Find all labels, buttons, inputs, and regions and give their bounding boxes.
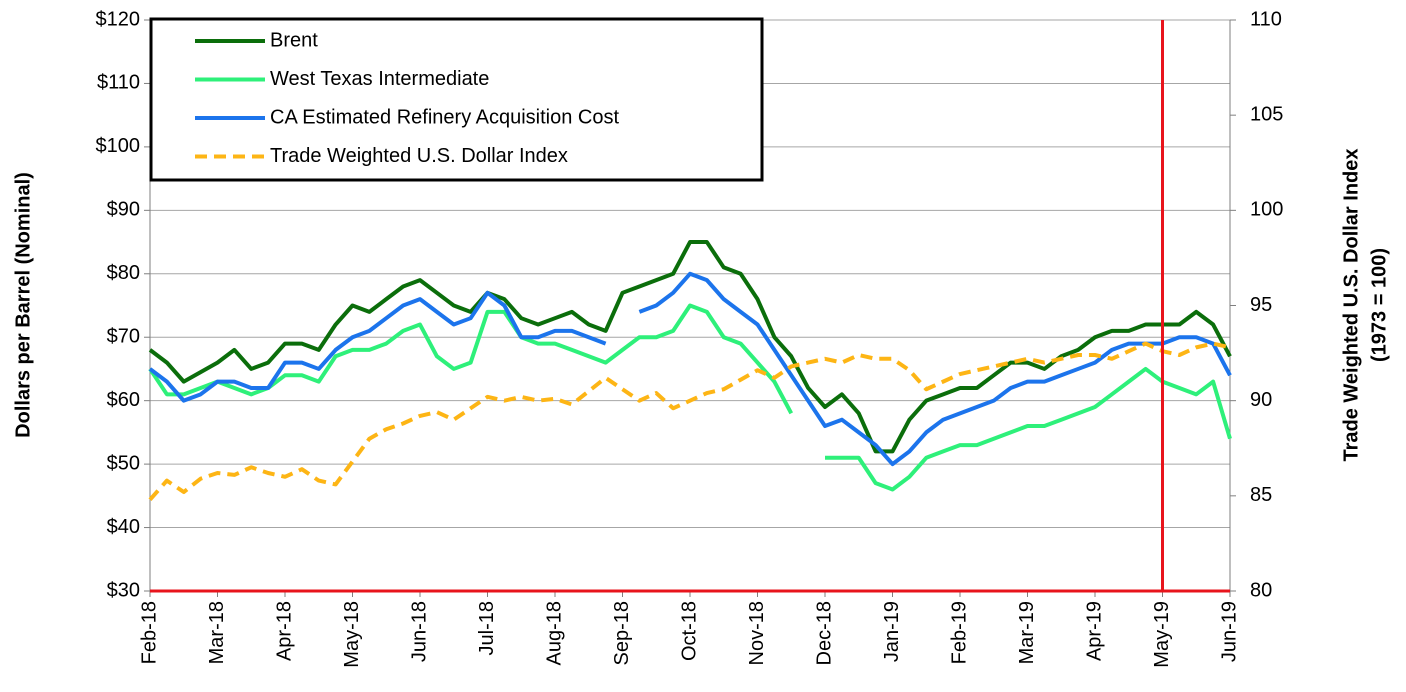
- y-tick-label: $120: [96, 8, 141, 30]
- x-tick-label: Apr-18: [273, 601, 295, 661]
- x-tick-label: Jul-18: [476, 601, 498, 655]
- y-tick-label: $110: [97, 72, 140, 94]
- y2-axis-title: (1973 = 100): [1368, 248, 1390, 362]
- y-tick-label: $50: [107, 452, 140, 474]
- series-line: [148, 271, 1232, 467]
- x-tick-label: Apr-19: [1083, 601, 1105, 661]
- y2-tick-label: 80: [1250, 579, 1272, 601]
- y2-tick-label: 85: [1250, 484, 1272, 506]
- x-tick-label: Mar-18: [206, 601, 228, 664]
- x-tick-label: Dec-18: [813, 601, 835, 665]
- legend-box: [149, 17, 764, 182]
- y-tick-label: $80: [107, 262, 140, 284]
- x-tick-label: Aug-18: [543, 601, 565, 666]
- x-tick-label: May-19: [1151, 601, 1173, 668]
- legend-label: Brent: [270, 29, 318, 51]
- y-tick-label: $70: [107, 326, 140, 348]
- x-tick-label: Feb-18: [138, 601, 160, 664]
- x-tick-label: Oct-18: [678, 601, 700, 661]
- x-tick-label: Feb-19: [948, 601, 970, 664]
- y2-tick-label: 100: [1250, 199, 1283, 221]
- y2-tick-label: 110: [1250, 8, 1282, 30]
- x-tick-label: May-18: [341, 601, 363, 668]
- x-tick-label: Jan-19: [881, 601, 903, 662]
- y-tick-label: $30: [107, 579, 140, 601]
- series-line: [148, 341, 1231, 501]
- y-tick-label: $40: [107, 516, 140, 538]
- x-tick-label: Nov-18: [746, 601, 768, 665]
- y2-tick-label: 90: [1250, 389, 1272, 411]
- y2-tick-label: 105: [1250, 103, 1283, 125]
- y-tick-label: $60: [107, 389, 140, 411]
- y-axis-title: Dollars per Barrel (Nominal): [12, 172, 34, 438]
- x-tick-label: Sep-18: [611, 601, 633, 666]
- series-line: [148, 240, 1232, 454]
- y-tick-label: $100: [96, 135, 141, 157]
- series-line: [148, 303, 1232, 492]
- y2-tick-label: 95: [1250, 294, 1272, 316]
- legend-label: West Texas Intermediate: [270, 68, 489, 90]
- x-tick-label: Jun-18: [408, 601, 430, 662]
- x-tick-label: Jun-19: [1218, 601, 1240, 662]
- legend-label: CA Estimated Refinery Acquisition Cost: [270, 106, 619, 128]
- y2-axis-title: Trade Weighted U.S. Dollar Index: [1340, 148, 1362, 461]
- legend-label: Trade Weighted U.S. Dollar Index: [270, 145, 568, 167]
- y-tick-label: $90: [107, 199, 140, 221]
- x-tick-label: Mar-19: [1016, 601, 1038, 664]
